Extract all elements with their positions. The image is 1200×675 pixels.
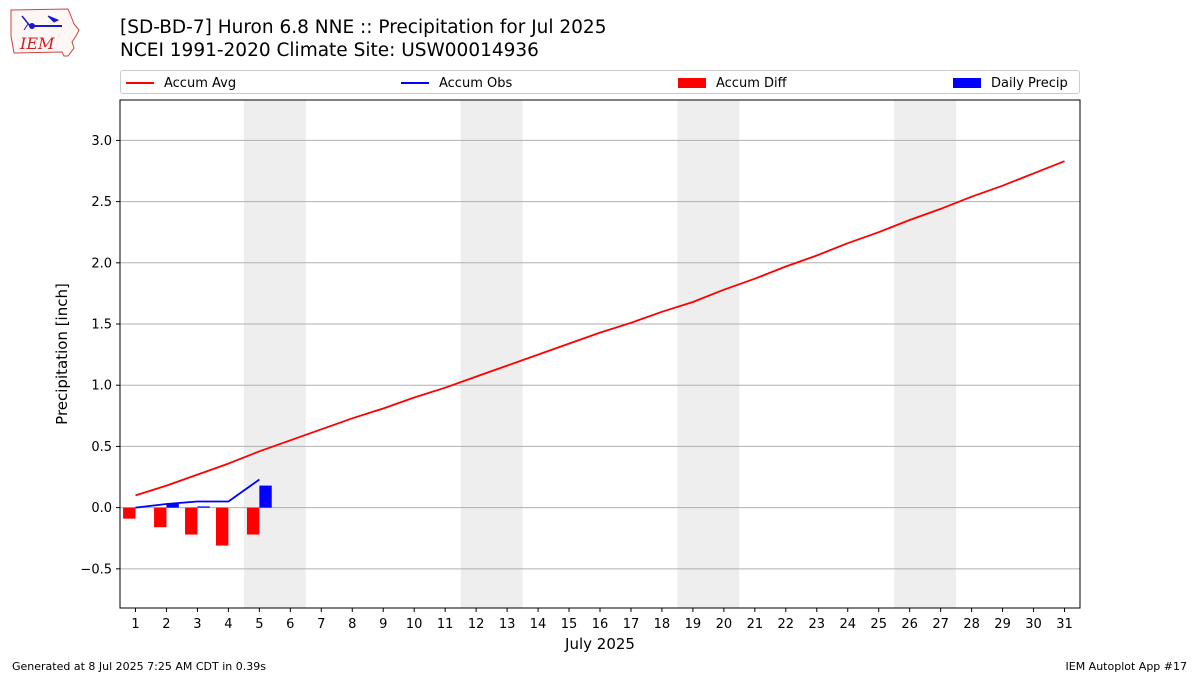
- x-tick-label: 20: [716, 617, 733, 632]
- y-tick-label: 1.0: [91, 379, 112, 394]
- iowa-state-outline: [10, 8, 80, 57]
- y-tick-label: 2.0: [91, 256, 112, 271]
- x-tick-label: 15: [561, 617, 578, 632]
- x-tick-label: 17: [623, 617, 640, 632]
- lines-layer: [135, 160, 1065, 509]
- x-tick-label: 3: [193, 617, 201, 632]
- legend-swatch-accum-diff: [678, 78, 706, 88]
- x-tick-label: 16: [592, 617, 609, 632]
- y-tick-label: 2.5: [91, 195, 112, 210]
- bars-layer: [123, 485, 272, 546]
- x-tick-label: 25: [870, 617, 887, 632]
- y-axis-label: Precipitation [inch]: [53, 283, 71, 425]
- x-tick-label: 14: [530, 617, 547, 632]
- legend-label-accum-diff: Accum Diff: [716, 75, 787, 91]
- legend-label-daily-precip: Daily Precip: [991, 75, 1068, 91]
- chart-subtitle: NCEI 1991-2020 Climate Site: USW00014936: [120, 40, 539, 61]
- x-tick-label: 2: [162, 617, 170, 632]
- accum-diff-bar: [246, 507, 260, 535]
- weekend-shade: [677, 100, 740, 608]
- x-tick-label: 28: [963, 617, 980, 632]
- legend-item-accum-avg: Accum Avg: [126, 74, 236, 92]
- y-tick-label: 1.5: [91, 318, 112, 333]
- y-tick-label: 0.0: [91, 501, 112, 516]
- x-tick-label: 24: [839, 617, 856, 632]
- y-tick-label: 0.5: [91, 440, 112, 455]
- legend-item-accum-obs: Accum Obs: [401, 74, 512, 92]
- weekend-shading-layer: [243, 100, 957, 608]
- x-tick-label: 13: [499, 617, 516, 632]
- daily-precip-bar: [197, 506, 210, 508]
- weather-station-icon: [21, 15, 62, 31]
- legend-item-accum-diff: Accum Diff: [678, 74, 787, 92]
- x-tick-label: 11: [437, 617, 454, 632]
- chart-title: [SD-BD-7] Huron 6.8 NNE :: Precipitation…: [120, 17, 607, 38]
- gridlines-layer: [120, 139, 1080, 570]
- x-axis-label: July 2025: [564, 635, 635, 653]
- x-tick-label: 22: [778, 617, 795, 632]
- x-tick-label: 9: [379, 617, 387, 632]
- logo-text: IEM: [19, 34, 55, 53]
- legend-label-accum-avg: Accum Avg: [164, 75, 237, 91]
- x-tick-label: 8: [348, 617, 356, 632]
- chart-legend: Accum Avg Accum Obs Accum Diff Daily Pre…: [120, 70, 1080, 94]
- legend-swatch-daily-precip: [953, 78, 981, 88]
- accum-avg-line: [135, 160, 1065, 497]
- x-tick-label: 5: [255, 617, 263, 632]
- accum-diff-bar: [154, 507, 167, 528]
- daily-precip-bar: [166, 503, 179, 508]
- axes-layer: −0.50.00.51.01.52.02.53.01 2 3 4 5 6 7 8 9 10 11 12…: [80, 134, 1072, 632]
- daily-precip-bar: [259, 485, 272, 508]
- x-tick-label: 30: [1025, 617, 1042, 632]
- x-tick-label: 18: [654, 617, 671, 632]
- legend-item-daily-precip: Daily Precip: [953, 74, 1068, 92]
- x-tick-label: 29: [994, 617, 1011, 632]
- weekend-shade: [894, 100, 957, 608]
- accum-diff-bar: [123, 507, 136, 519]
- footer-app: IEM Autoplot App #17: [1065, 660, 1188, 673]
- x-tick-label: 10: [406, 617, 423, 632]
- x-tick-label: 19: [685, 617, 702, 632]
- footer-generated: Generated at 8 Jul 2025 7:25 AM CDT in 0…: [12, 660, 266, 673]
- x-tick-label: 6: [286, 617, 294, 632]
- accum-obs-line: [135, 478, 260, 509]
- legend-swatch-accum-avg: [126, 82, 154, 84]
- x-tick-label: 4: [224, 617, 232, 632]
- x-tick-label: 21: [747, 617, 764, 632]
- accum-diff-bar: [185, 507, 198, 535]
- accum-diff-bar: [216, 507, 229, 546]
- y-tick-label: 3.0: [91, 134, 112, 149]
- x-tick-label: 1: [131, 617, 139, 632]
- x-tick-label: 26: [901, 617, 918, 632]
- y-tick-label: −0.5: [80, 562, 112, 577]
- iem-logo: IEM: [10, 8, 80, 57]
- legend-label-accum-obs: Accum Obs: [439, 75, 513, 91]
- x-tick-label: 7: [317, 617, 325, 632]
- x-tick-label: 12: [468, 617, 485, 632]
- x-tick-label: 31: [1056, 617, 1073, 632]
- x-tick-label: 27: [932, 617, 949, 632]
- x-tick-label: 23: [809, 617, 826, 632]
- weekend-shade: [460, 100, 523, 608]
- legend-swatch-accum-obs: [401, 82, 429, 84]
